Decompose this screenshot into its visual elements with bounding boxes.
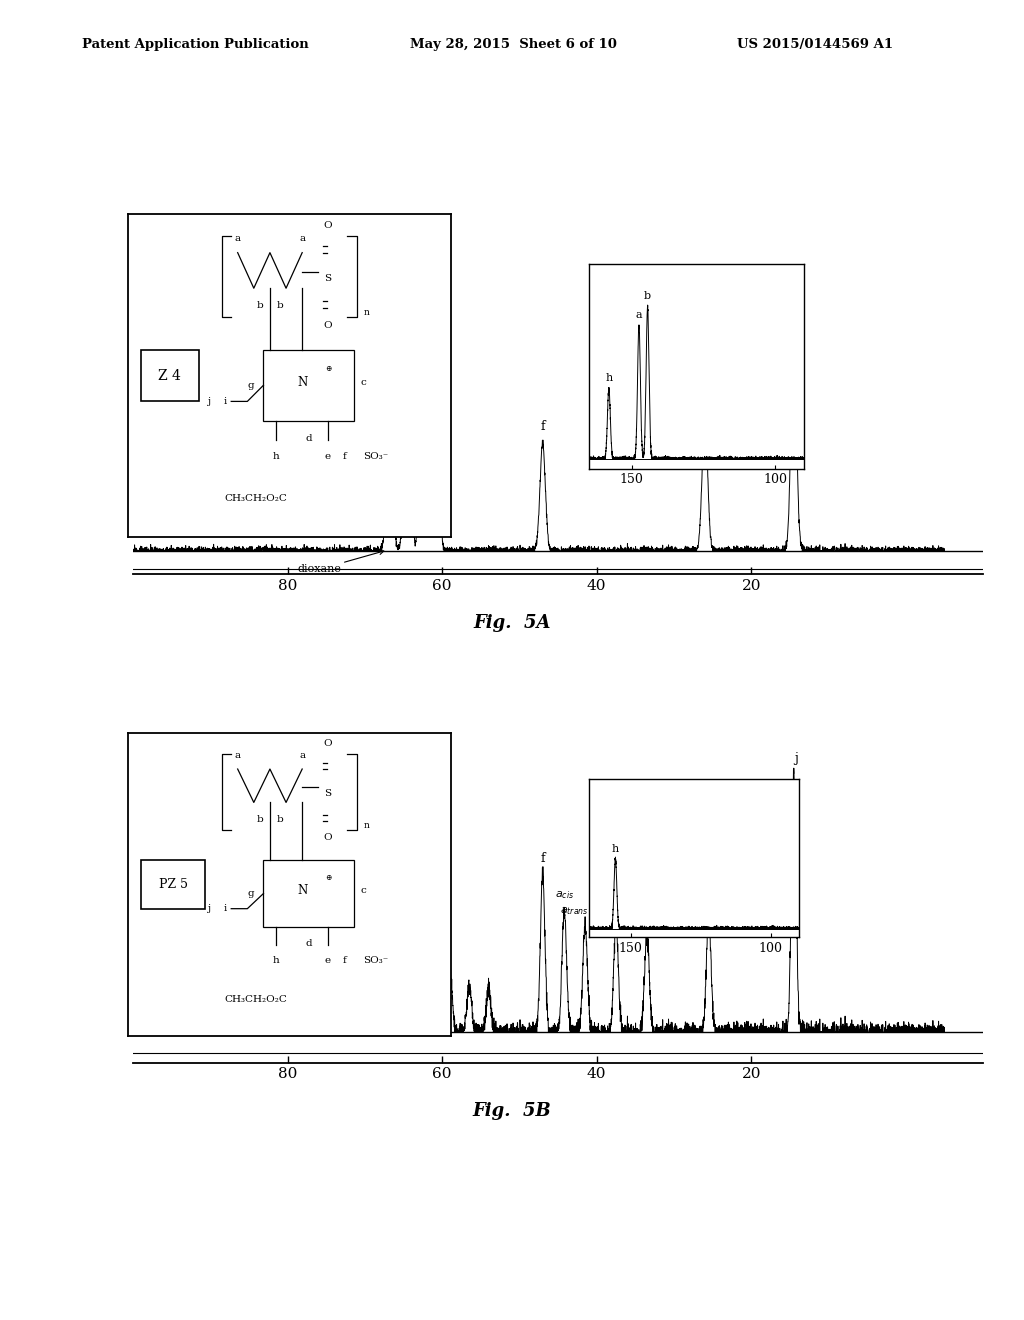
Text: e: e: [706, 895, 713, 907]
Text: j: j: [207, 904, 210, 913]
Text: f: f: [541, 420, 545, 433]
Text: N: N: [297, 884, 307, 898]
Bar: [141, 350, 199, 401]
Text: d: d: [305, 939, 312, 948]
Text: i: i: [223, 904, 226, 913]
Text: a: a: [299, 234, 305, 243]
Text: S: S: [325, 789, 332, 797]
Text: i: i: [223, 397, 226, 407]
Text: e: e: [701, 393, 709, 407]
Text: c: c: [360, 378, 366, 387]
Text: O: O: [324, 833, 333, 842]
Text: a: a: [234, 234, 241, 243]
Text: e: e: [325, 956, 331, 965]
Text: ⊕: ⊕: [325, 874, 331, 882]
Text: b: b: [257, 814, 263, 824]
Text: b: b: [276, 814, 283, 824]
Text: dioxane: dioxane: [298, 550, 384, 574]
Text: $b_{trans}$: $b_{trans}$: [601, 903, 631, 916]
Text: $b_{cis}$: $b_{cis}$: [637, 912, 656, 925]
Text: b: b: [276, 301, 283, 310]
Text: h: h: [273, 956, 280, 965]
Text: a: a: [234, 751, 241, 760]
Text: j: j: [207, 397, 210, 407]
Text: a: a: [299, 751, 305, 760]
Text: a: a: [636, 310, 642, 319]
Text: c, d, g, i: c, d, g, i: [389, 742, 434, 752]
Text: d: d: [305, 434, 312, 442]
Text: n: n: [364, 309, 370, 317]
Text: CH₃CH₂O₂C: CH₃CH₂O₂C: [225, 494, 288, 503]
Text: h: h: [273, 451, 280, 461]
Text: c: c: [360, 886, 366, 895]
Text: n: n: [364, 821, 370, 830]
Text: h: h: [611, 843, 620, 854]
Text: PZ 5: PZ 5: [159, 878, 187, 891]
Text: f: f: [541, 851, 545, 865]
Text: May 28, 2015  Sheet 6 of 10: May 28, 2015 Sheet 6 of 10: [410, 38, 616, 51]
Text: US 2015/0144569 A1: US 2015/0144569 A1: [737, 38, 893, 51]
Text: SO₃⁻: SO₃⁻: [364, 451, 389, 461]
Text: Patent Application Publication: Patent Application Publication: [82, 38, 308, 51]
Text: j: j: [792, 309, 796, 322]
Text: b: b: [644, 292, 651, 301]
Text: Fig.  5B: Fig. 5B: [473, 1102, 551, 1121]
Text: f: f: [342, 451, 346, 461]
Text: $a_{cis}$: $a_{cis}$: [555, 890, 573, 902]
Text: g: g: [247, 380, 254, 389]
Text: Z 4: Z 4: [159, 368, 181, 383]
Text: S: S: [325, 275, 332, 282]
Text: O: O: [324, 739, 333, 747]
Text: c: c: [403, 252, 411, 265]
Text: O: O: [324, 321, 333, 330]
Text: j: j: [794, 751, 798, 764]
Text: N: N: [297, 375, 307, 388]
Text: ⊕: ⊕: [325, 366, 331, 374]
Text: i: i: [388, 352, 391, 366]
Text: g: g: [419, 333, 427, 346]
Text: SO₃⁻: SO₃⁻: [364, 956, 389, 965]
Text: e: e: [325, 451, 331, 461]
Text: f: f: [342, 956, 346, 965]
Text: O: O: [324, 220, 333, 230]
Text: g: g: [247, 888, 254, 898]
Bar: [263, 350, 354, 421]
Text: b: b: [257, 301, 263, 310]
Text: h: h: [605, 374, 612, 383]
Bar: [141, 861, 206, 908]
Text: Fig.  5A: Fig. 5A: [473, 614, 551, 632]
Text: $a_{trans}$: $a_{trans}$: [560, 904, 589, 916]
Bar: [263, 861, 354, 927]
Text: d: d: [432, 352, 440, 366]
Text: CH₃CH₂O₂C: CH₃CH₂O₂C: [225, 995, 288, 1005]
